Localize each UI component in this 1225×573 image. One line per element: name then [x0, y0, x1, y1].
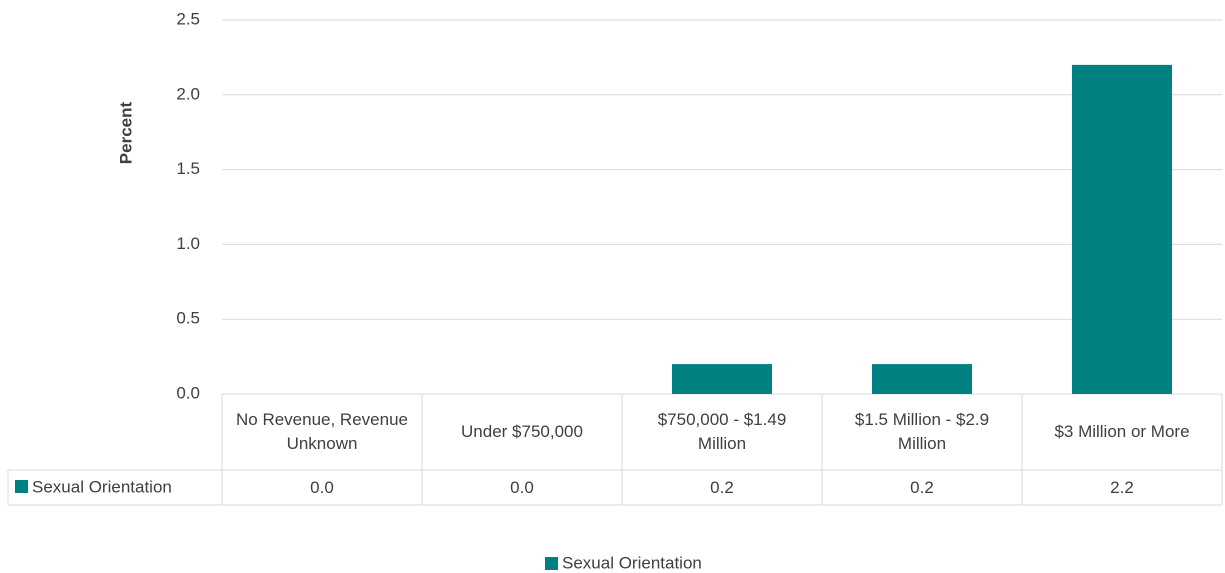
table-value: 0.0	[310, 477, 334, 497]
y-tick-label: 1.0	[176, 234, 200, 253]
y-tick-label: 0.0	[176, 383, 200, 402]
y-tick-label: 2.5	[176, 9, 200, 28]
y-tick-label: 1.5	[176, 159, 200, 178]
y-tick-label: 2.0	[176, 84, 200, 103]
table-value: 0.2	[710, 477, 734, 497]
x-tick-label: Under $750,000	[461, 422, 583, 441]
legend-label: Sexual Orientation	[562, 553, 702, 572]
table-value: 0.0	[510, 477, 534, 497]
legend-key	[15, 480, 28, 493]
x-tick-label: No Revenue, Revenue Unknown	[235, 410, 408, 453]
y-tick-label: 0.5	[176, 309, 200, 328]
x-tick-label: $3 Million or More	[1054, 422, 1190, 441]
table-row-header: Sexual Orientation	[32, 477, 172, 496]
x-tick-label: $750,000 - $1.49 Million	[657, 410, 787, 453]
bar	[872, 364, 972, 394]
x-tick-label: $1.5 Million - $2.9 Million	[854, 410, 990, 453]
y-axis-label: Percent	[116, 101, 135, 164]
table-value: 2.2	[1110, 477, 1134, 497]
bar	[1072, 64, 1172, 394]
bar	[672, 364, 772, 394]
table-value: 0.2	[910, 477, 934, 497]
legend-key	[545, 557, 558, 570]
